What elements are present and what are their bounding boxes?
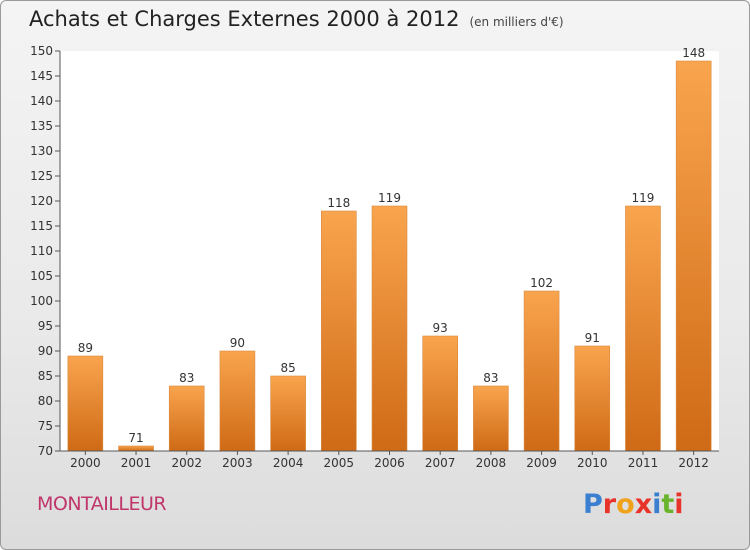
y-tick-label: 120 <box>30 194 53 208</box>
x-tick-label-2000: 2000 <box>70 456 101 470</box>
x-tick-label-2010: 2010 <box>577 456 608 470</box>
data-label-2002: 83 <box>179 371 194 385</box>
bar-2000 <box>67 355 104 452</box>
bar-2011 <box>625 205 661 452</box>
y-tick-label: 150 <box>30 44 53 58</box>
data-label-2001: 71 <box>128 431 143 445</box>
chart-subtitle: (en milliers d'€) <box>469 15 564 29</box>
bar-2009 <box>523 290 560 452</box>
y-tick-label: 85 <box>38 369 53 383</box>
data-label-2004: 85 <box>280 361 295 375</box>
y-tick-label: 130 <box>30 144 53 158</box>
logo-letter: i <box>652 489 662 520</box>
y-tick-label: 115 <box>30 219 53 233</box>
y-tick-label: 90 <box>38 344 53 358</box>
bars-group <box>67 60 712 452</box>
data-labels-group: 89 71 83 90 85 118 119 93 83 102 91 119 148 <box>78 46 705 445</box>
bar-2006 <box>371 205 408 452</box>
bar-2005 <box>321 210 357 452</box>
x-tick-label-2007: 2007 <box>425 456 456 470</box>
y-tick-label: 70 <box>38 444 53 458</box>
bar-2007 <box>422 335 458 452</box>
y-tick-label: 80 <box>38 394 53 408</box>
x-tick-label-2009: 2009 <box>526 456 557 470</box>
logo-letter: t <box>661 489 675 520</box>
bar-2012 <box>675 60 712 452</box>
bar-2001 <box>118 445 154 452</box>
x-tick-label-2008: 2008 <box>476 456 507 470</box>
location-label: MONTAILLEUR <box>37 493 167 515</box>
y-tick-label: 135 <box>30 119 53 133</box>
logo-letter: o <box>616 489 635 520</box>
x-tick-label-2005: 2005 <box>324 456 355 470</box>
data-label-2007: 93 <box>433 321 448 335</box>
data-label-2012: 148 <box>682 46 705 60</box>
y-tick-label: 145 <box>30 69 53 83</box>
axes-group: 70 75 80 85 90 95 100 105 110 115 120 125 130 135 140 1… <box>30 44 719 470</box>
logo-letter: x <box>634 489 653 520</box>
logo-letter: i <box>674 489 684 520</box>
proxiti-logo: Proxiti <box>583 489 684 520</box>
data-label-2000: 89 <box>78 341 93 355</box>
logo-letter: P <box>583 489 603 520</box>
data-label-2009: 102 <box>530 276 553 290</box>
bar-2008 <box>473 385 509 452</box>
x-tick-label-2003: 2003 <box>222 456 253 470</box>
x-tick-label-2012: 2012 <box>678 456 709 470</box>
y-tick-label: 95 <box>38 319 53 333</box>
y-tick-label: 140 <box>30 94 53 108</box>
y-tick-label: 100 <box>30 294 53 308</box>
chart-title: Achats et Charges Externes 2000 à 2012 (e… <box>29 7 564 31</box>
data-label-2011: 119 <box>632 191 655 205</box>
data-label-2006: 119 <box>378 191 401 205</box>
bar-2003 <box>219 350 256 452</box>
data-label-2010: 91 <box>585 331 600 345</box>
x-tick-label-2006: 2006 <box>374 456 405 470</box>
bar-2002 <box>168 385 205 452</box>
bar-2010 <box>574 345 611 452</box>
y-tick-label: 110 <box>30 244 53 258</box>
bar-2004 <box>270 375 306 452</box>
y-tick-label: 125 <box>30 169 53 183</box>
data-label-2005: 118 <box>327 196 350 210</box>
y-tick-label: 75 <box>38 419 53 433</box>
x-tick-label-2004: 2004 <box>273 456 304 470</box>
data-label-2008: 83 <box>483 371 498 385</box>
x-tick-label-2002: 2002 <box>171 456 202 470</box>
y-tick-label: 105 <box>30 269 53 283</box>
chart-title-text: Achats et Charges Externes 2000 à 2012 <box>29 7 460 31</box>
data-label-2003: 90 <box>230 336 245 350</box>
x-tick-label-2001: 2001 <box>121 456 152 470</box>
x-tick-label-2011: 2011 <box>628 456 659 470</box>
logo-letter: r <box>602 489 617 520</box>
